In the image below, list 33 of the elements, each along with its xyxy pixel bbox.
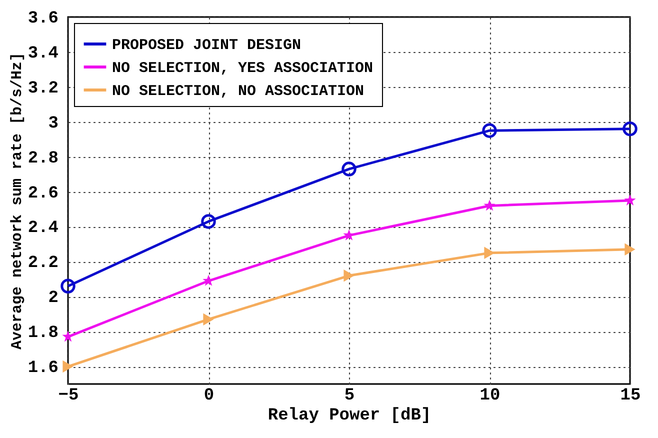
y-tick-label: 3.2 (28, 79, 58, 98)
y-tick-label: 3.6 (28, 10, 58, 28)
y-tick-label: 2.8 (28, 149, 58, 168)
x-tick-label: −5 (58, 386, 79, 406)
point (484, 200, 496, 211)
point (482, 123, 497, 138)
point (343, 229, 355, 240)
y-tick-label: 1.8 (28, 324, 58, 344)
y-tick-label: 2.6 (28, 184, 58, 204)
x-tick-label: 0 (204, 386, 214, 406)
point (203, 313, 214, 326)
y-tick-label: 2.4 (28, 219, 58, 238)
point (62, 360, 74, 373)
point (622, 121, 638, 136)
y-tick-label: 2.2 (28, 254, 58, 274)
point (344, 270, 354, 282)
x-tick-label: 5 (344, 386, 355, 406)
point (342, 162, 356, 176)
y-tick-label: 3 (48, 114, 58, 134)
y-tick-label: 1.6 (28, 359, 58, 378)
x-tick-label: 15 (620, 386, 641, 406)
legend-label: NO SELECTION, NO ASSOCIATION (112, 83, 364, 100)
point (201, 214, 216, 229)
y-tick-label: 3.4 (28, 44, 58, 64)
x-axis-title: Relay Power [dB] (268, 406, 432, 426)
x-tick-label: 10 (480, 386, 500, 406)
y-tick-label: 2 (48, 289, 58, 308)
point (60, 278, 76, 294)
legend-label: NO SELECTION, YES ASSOCIATION (112, 60, 374, 77)
y-axis-title: Average network sum rate [b/s/Hz] (8, 52, 26, 350)
legend-label: PROPOSED JOINT DESIGN (112, 37, 302, 54)
point (624, 243, 636, 256)
point (624, 194, 636, 206)
